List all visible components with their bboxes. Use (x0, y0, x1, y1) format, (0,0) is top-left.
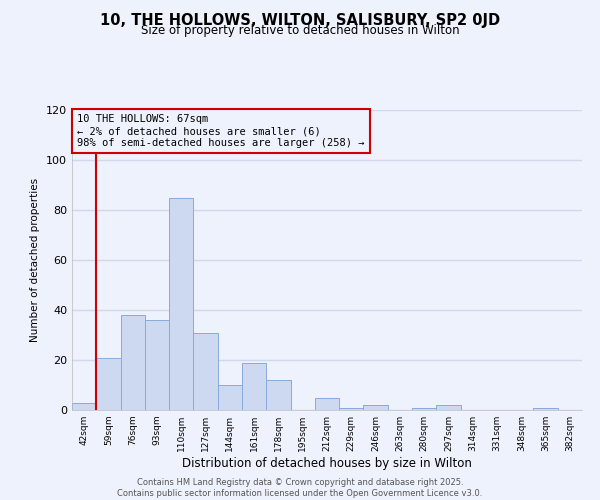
Bar (96, 358, 121, 410)
Bar (533, 408, 558, 410)
Bar (121, 315, 145, 410)
Y-axis label: Number of detached properties: Number of detached properties (31, 178, 40, 342)
Text: Contains HM Land Registry data © Crown copyright and database right 2025.
Contai: Contains HM Land Registry data © Crown c… (118, 478, 482, 498)
Bar (242, 362, 266, 410)
Bar (145, 320, 169, 410)
Bar (339, 408, 364, 410)
Bar (436, 405, 461, 410)
Text: Size of property relative to detached houses in Wilton: Size of property relative to detached ho… (140, 24, 460, 37)
Text: 10, THE HOLLOWS, WILTON, SALISBURY, SP2 0JD: 10, THE HOLLOWS, WILTON, SALISBURY, SP2 … (100, 12, 500, 28)
Bar (364, 405, 388, 410)
Bar (169, 198, 193, 410)
X-axis label: Distribution of detached houses by size in Wilton: Distribution of detached houses by size … (182, 457, 472, 470)
Bar (412, 408, 436, 410)
Bar (193, 332, 218, 410)
Text: 10 THE HOLLOWS: 67sqm
← 2% of detached houses are smaller (6)
98% of semi-detach: 10 THE HOLLOWS: 67sqm ← 2% of detached h… (77, 114, 365, 148)
Bar (218, 385, 242, 410)
Bar (72, 402, 96, 410)
Bar (266, 380, 290, 410)
Bar (315, 398, 339, 410)
